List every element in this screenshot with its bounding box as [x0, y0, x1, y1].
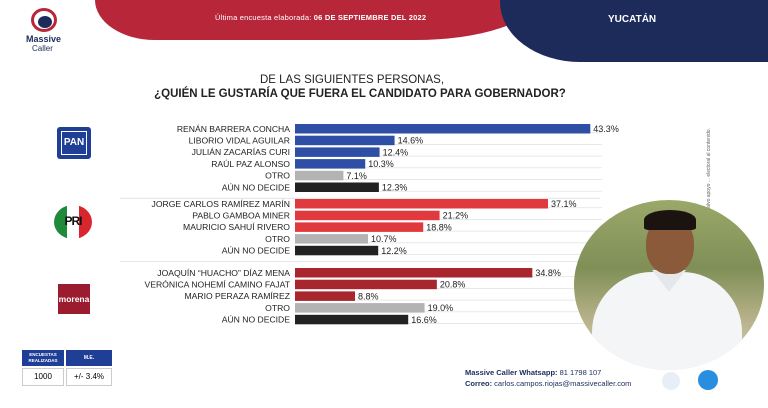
bar-morena-2 [295, 291, 356, 301]
bar-pan-0 [295, 124, 591, 134]
value-label: 12.3% [382, 183, 408, 193]
category-label: JULIÁN ZACARÍAS CURI [192, 147, 290, 157]
bar-pan-3 [295, 159, 366, 169]
bar-pri-3 [295, 234, 368, 244]
category-label: PABLO GAMBOA MINER [192, 211, 290, 221]
logo-line2: Caller [32, 44, 53, 53]
category-label: LIBORIO VIDAL AGUILAR [189, 136, 290, 146]
pan-logo-text: PAN [61, 131, 87, 155]
category-label: OTRO [265, 234, 290, 244]
footer-email-value: carlos.campos.riojas@massivecaller.com [494, 379, 632, 388]
bar-track [295, 179, 602, 180]
stats-value-margin: +/- 3.4% [66, 368, 112, 386]
bar-morena-3 [295, 303, 425, 313]
bar-pan-4 [295, 170, 344, 181]
bar-track [295, 288, 602, 289]
value-label: 10.7% [371, 234, 397, 244]
value-label: 43.3% [593, 124, 619, 134]
bar-pan-5 [295, 182, 379, 192]
bar-track [295, 167, 602, 169]
category-label: AÚN NO DECIDE [222, 315, 291, 325]
bar-pan-1 [295, 135, 395, 146]
pan-logo: PAN [57, 127, 91, 159]
category-label: OTRO [265, 171, 290, 181]
value-label: 34.8% [535, 268, 561, 278]
candidate-photo [574, 200, 764, 370]
category-label: VERÓNICA NOHEMÍ CAMINO FAJAT [145, 280, 291, 290]
bar-track [295, 323, 602, 324]
region-label: YUCATÁN [608, 14, 657, 25]
value-label: 7.1% [346, 171, 367, 181]
pri-logo-text: PRI [64, 214, 82, 228]
bar-morena-4 [295, 314, 409, 325]
logo-line1: Massive [26, 34, 62, 44]
value-label: 14.6% [398, 136, 424, 146]
survey-date: Última encuesta elaborada: 06 DE SEPTIEM… [215, 13, 426, 22]
logo-ring-icon [31, 8, 57, 32]
survey-stats-table: ENCUESTAS REALIZADAS M.E. 1000 +/- 3.4% [22, 350, 112, 386]
value-label: 19.0% [428, 303, 454, 313]
footer-whatsapp-value: 81 1798 107 [559, 368, 602, 377]
social-icon-blue [698, 370, 718, 390]
footer-whatsapp-label: Massive Caller Whatsapp: [465, 368, 560, 377]
question-line2: ¿QUIÉN LE GUSTARÍA QUE FUERA EL CANDIDAT… [154, 88, 566, 100]
bar-track [295, 311, 602, 313]
bar-pan-2 [295, 147, 380, 157]
category-label: RAÚL PAZ ALONSO [211, 159, 290, 169]
value-label: 21.2% [443, 211, 469, 221]
bar-track [295, 219, 602, 220]
value-label: 20.8% [440, 280, 466, 290]
logo-dot-icon [38, 16, 52, 28]
header-band [95, 0, 535, 40]
category-label: RENÁN BARRERA CONCHA [177, 124, 290, 134]
value-label: 12.4% [383, 147, 409, 157]
category-label: JORGE CARLOS RAMÍREZ MARÍN [152, 199, 290, 209]
pri-logo: PRI [54, 205, 92, 239]
category-label: AÚN NO DECIDE [222, 182, 291, 192]
bar-pri-4 [295, 245, 379, 256]
bar-track [295, 299, 602, 301]
massive-caller-logo: Massive Caller [20, 8, 74, 58]
bar-track [295, 230, 602, 232]
value-label: 10.3% [368, 159, 394, 169]
value-label: 8.8% [358, 291, 379, 301]
bar-pri-0 [295, 199, 549, 209]
category-label: MARIO PERAZA RAMÍREZ [184, 291, 290, 301]
bar-pri-1 [295, 210, 440, 221]
category-label: JOAQUÍN “HUACHO” DÍAZ MENA [157, 268, 290, 278]
category-label: OTRO [265, 303, 290, 313]
category-label: MAURICIO SAHUÍ RIVERO [183, 222, 290, 232]
bar-track [295, 144, 602, 145]
bar-track [295, 242, 602, 244]
footer-email: Correo: carlos.campos.riojas@massivecall… [465, 379, 631, 388]
value-label: 12.2% [381, 246, 407, 256]
bar-pri-2 [295, 222, 424, 232]
value-label: 37.1% [551, 199, 577, 209]
bar-track [295, 155, 602, 157]
bar-track [295, 254, 602, 255]
survey-date-label: Última encuesta elaborada: [215, 13, 314, 22]
category-label: AÚN NO DECIDE [222, 246, 291, 256]
stats-header-surveys: ENCUESTAS REALIZADAS [22, 350, 64, 366]
region-band [500, 0, 768, 62]
bar-morena-0 [295, 268, 533, 278]
footer-whatsapp: Massive Caller Whatsapp: 81 1798 107 [465, 368, 601, 377]
question-line1: DE LAS SIGUIENTES PERSONAS, [259, 74, 445, 86]
value-label: 18.8% [426, 222, 452, 232]
bar-track [295, 190, 602, 192]
value-label: 16.6% [411, 315, 437, 325]
morena-logo: morena [58, 284, 90, 314]
bar-morena-1 [295, 279, 437, 290]
survey-date-value: 06 DE SEPTIEMBRE DEL 2022 [313, 13, 427, 22]
footer-email-label: Correo: [465, 379, 495, 388]
stats-header-margin: M.E. [66, 350, 112, 366]
stats-value-surveys: 1000 [22, 368, 64, 386]
social-icon-gray [662, 372, 680, 390]
